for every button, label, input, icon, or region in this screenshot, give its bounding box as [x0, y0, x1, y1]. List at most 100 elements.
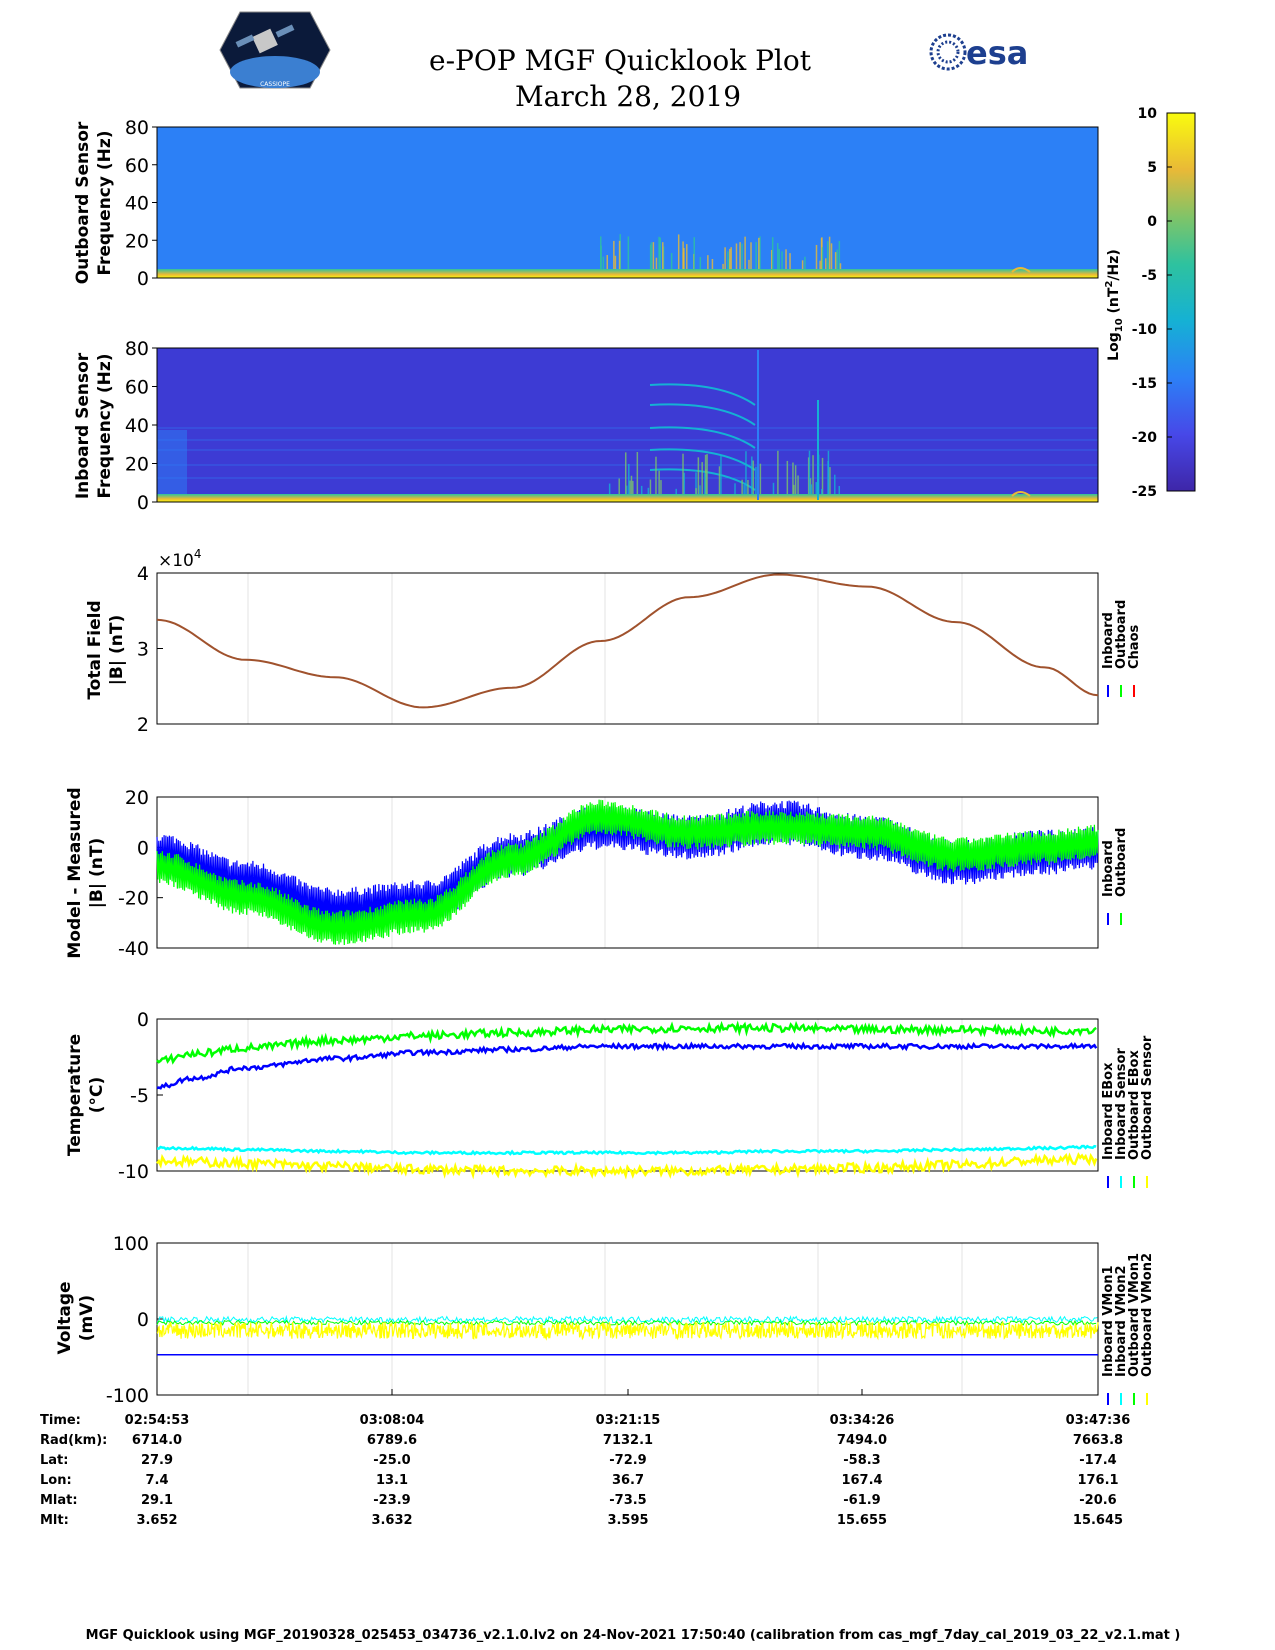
inboard-burst	[792, 462, 794, 494]
inboard-burst	[699, 485, 701, 494]
inboard-burst	[829, 467, 831, 494]
inboard-burst	[640, 485, 643, 494]
outboard-burst	[801, 260, 804, 269]
total-field-legend-label: Inboard	[1101, 612, 1116, 669]
colorbar-label: Log10 (nT2/Hz)	[1104, 249, 1125, 361]
esa-logo-text: esa	[966, 34, 1028, 72]
outboard-burst	[1011, 267, 1031, 273]
voltage-ytick-label: -100	[106, 1385, 149, 1407]
outboard-burst	[658, 244, 661, 269]
ephemeris-cell: -73.5	[609, 1493, 646, 1508]
outboard-ytick-label: 60	[125, 155, 149, 177]
cassiope-logo: CASSIOPE	[219, 11, 331, 89]
page-date: March 28, 2019	[515, 80, 741, 113]
page-title: e-POP MGF Quicklook Plot	[429, 44, 812, 77]
inboard-burst	[786, 460, 789, 494]
temperature-ylabel-2: (°C)	[87, 1077, 107, 1114]
inboard-burst	[706, 454, 708, 494]
inboard-whistler-trace	[649, 448, 756, 471]
outboard-spectrogram: 80 60 40 20 0 Outboard Sensor Frequency (Hz)	[73, 117, 1099, 290]
model-measured-frame	[156, 796, 1099, 949]
ephemeris-cell: 13.1	[376, 1473, 408, 1488]
outboard-burst	[613, 240, 615, 269]
ephemeris-cell: 3.595	[607, 1513, 648, 1528]
outboard-burst	[744, 236, 746, 269]
inboard-burst	[628, 463, 630, 494]
x-tick-labels	[156, 1389, 1099, 1395]
ephemeris-cell: 03:47:36	[1066, 1413, 1131, 1428]
colorbar-tick-label: -15	[1132, 376, 1157, 392]
colorbar-gradient	[1166, 112, 1196, 492]
ephemeris-row-label: Mlt:	[40, 1513, 69, 1528]
inboard-burst	[807, 457, 810, 494]
outboard-burst	[826, 241, 829, 269]
temperature-series-1	[156, 1144, 1097, 1156]
total-field-legend-label: Chaos	[1127, 625, 1142, 669]
outboard-burst	[699, 256, 702, 269]
colorbar-tick-label: 10	[1138, 106, 1158, 122]
outboard-ytick-label: 0	[137, 268, 149, 290]
ephemeris-cell: 02:54:53	[125, 1413, 190, 1428]
ephemeris-row-label: Lat:	[40, 1453, 68, 1468]
inboard-burst	[695, 472, 697, 494]
inboard-burst	[608, 483, 611, 494]
outboard-burst	[727, 251, 729, 269]
outboard-burst	[778, 249, 781, 269]
model-measured-ytick-label: -40	[118, 938, 149, 960]
voltage-legend-label: Inboard VMon2	[1114, 1265, 1129, 1377]
ephemeris-cell: 6714.0	[132, 1433, 182, 1448]
inboard-burst	[704, 473, 706, 494]
model-measured-ylabel-2: |B| (nT)	[87, 838, 107, 909]
temperature-series-0	[156, 1041, 1098, 1090]
inboard-whistler-trace	[649, 383, 756, 406]
inboard-burst	[743, 484, 745, 494]
inboard-burst	[793, 484, 795, 494]
ephemeris-cell: -23.9	[373, 1493, 410, 1508]
ephemeris-cell: -58.3	[843, 1453, 880, 1468]
voltage-legend-label: Outboard VMon2	[1140, 1253, 1155, 1377]
outboard-burst	[600, 245, 602, 269]
total-field-frame	[156, 572, 1099, 725]
outboard-burst	[820, 238, 823, 269]
outboard-burst	[838, 241, 841, 269]
voltage-frame	[156, 1242, 1099, 1396]
outboard-burst	[834, 252, 837, 269]
inboard-ytick-label: 20	[125, 454, 149, 476]
inboard-burst	[658, 470, 660, 494]
voltage-ylabel-1: Voltage	[55, 1281, 75, 1354]
voltage-legend-label: Outboard VMon1	[1127, 1253, 1142, 1377]
inboard-burst	[797, 475, 799, 494]
outboard-burst	[758, 237, 760, 269]
outboard-spectrogram-lowband	[157, 269, 1098, 278]
inboard-ytick-label: 40	[125, 415, 149, 437]
temperature-ylabel-1: Temperature	[65, 1034, 85, 1156]
ephemeris-table: Time: Rad(km): Lat: Lon: Mlat: Mlt: 02:54:53 67…	[40, 1413, 1130, 1528]
ephemeris-cell: -72.9	[609, 1453, 646, 1468]
outboard-burst	[785, 249, 787, 269]
inboard-burst	[720, 456, 722, 494]
cassiope-logo-text: CASSIOPE	[260, 81, 290, 88]
total-field-ytick-label: 3	[137, 639, 149, 661]
inboard-burst	[821, 457, 824, 494]
total-field-exponent: ×104	[158, 547, 202, 571]
outboard-burst	[828, 236, 831, 269]
footer-text: MGF Quicklook using MGF_20190328_025453_…	[86, 1628, 1181, 1643]
inboard-spectrogram-features	[157, 350, 1098, 500]
inboard-burst	[655, 456, 657, 494]
inboard-burst	[808, 450, 811, 494]
inboard-ytick-label: 60	[125, 377, 149, 399]
inboard-burst	[827, 450, 830, 494]
temperature-series-3	[156, 1152, 1098, 1180]
ephemeris-row-label: Rad(km):	[40, 1433, 107, 1448]
ephemeris-cell: 27.9	[141, 1453, 173, 1468]
ephemeris-cell: 03:34:26	[830, 1413, 895, 1428]
colorbar-tick-label: -5	[1141, 268, 1157, 284]
outboard-burst	[686, 244, 688, 269]
inboard-burst	[759, 463, 762, 494]
inboard-burst	[660, 480, 662, 494]
ephemeris-cell: 7663.8	[1073, 1433, 1123, 1448]
inboard-spectrogram-lowband	[157, 494, 1098, 502]
temperature-legend-label: Inboard Sensor	[1114, 1048, 1129, 1160]
colorbar: 10 5 0 -5 -10 -15 -20 -25 Log10 (nT2/Hz)	[1104, 106, 1196, 500]
